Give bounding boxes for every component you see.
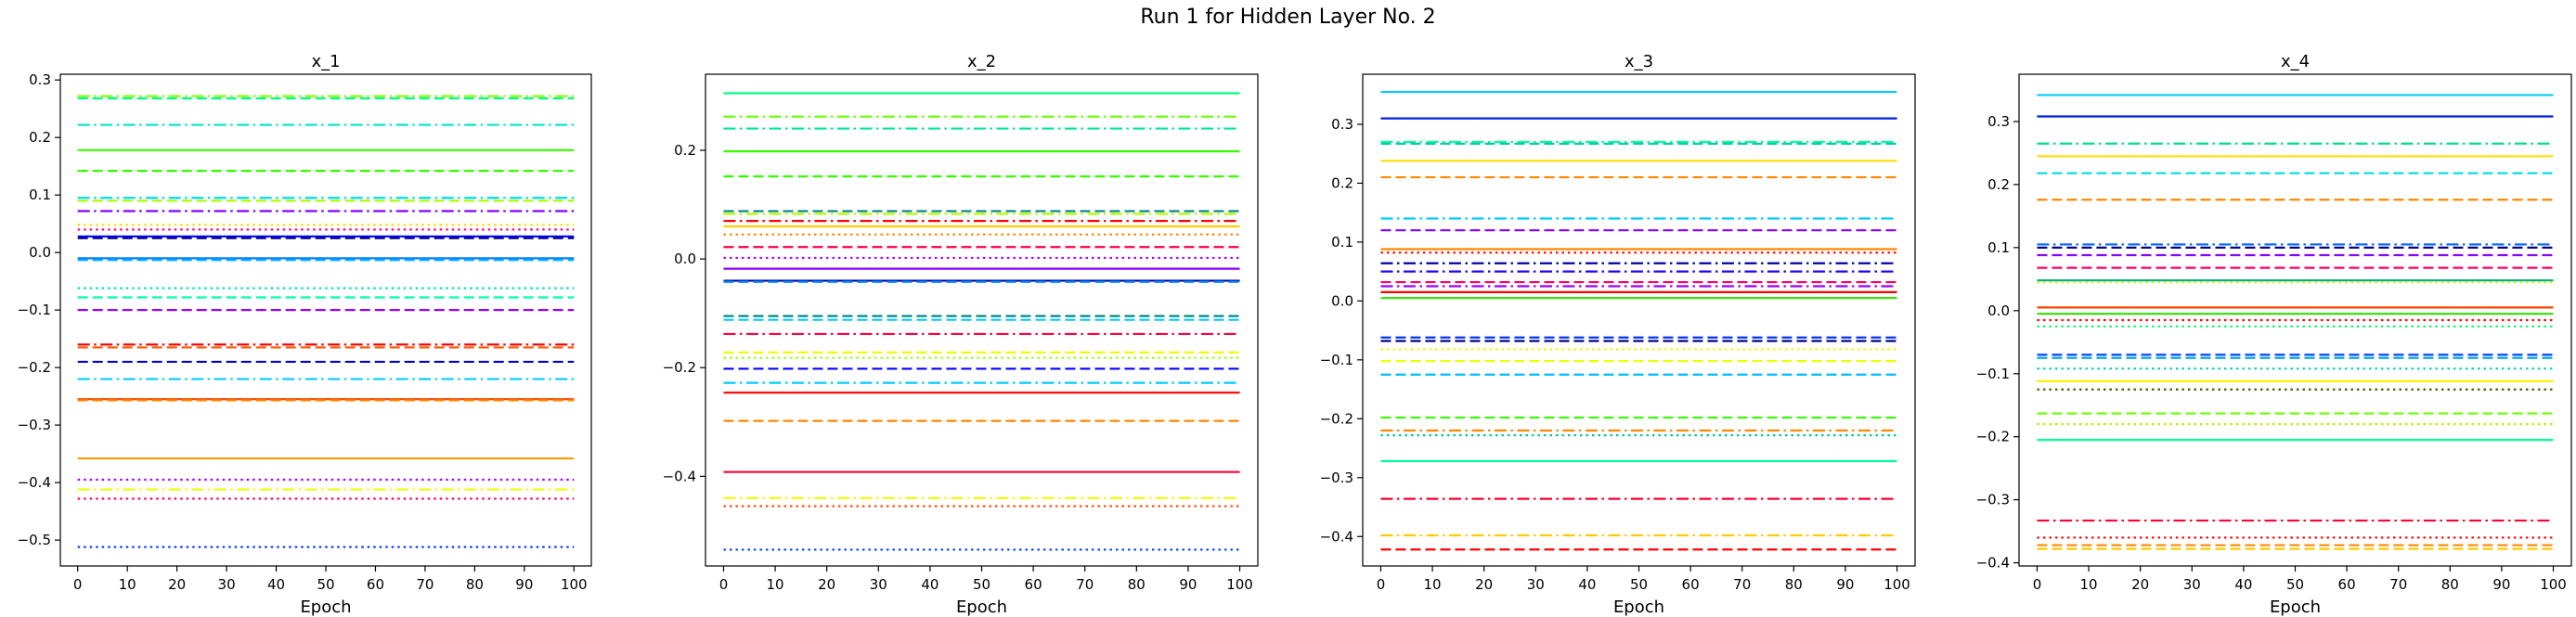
chart-title: x_3 (1625, 52, 1653, 71)
x-tick-label: 90 (1836, 576, 1854, 593)
x-tick-label: 60 (1025, 576, 1042, 593)
y-tick-label: −0.2 (18, 359, 51, 376)
x-tick-label: 40 (2234, 576, 2252, 593)
x-tick-label: 0 (1377, 576, 1386, 593)
x-tick-label: 80 (1128, 576, 1146, 593)
chart-title: x_1 (311, 52, 340, 71)
y-tick-label: −0.2 (1320, 410, 1353, 427)
figure-title: Run 1 for Hidden Layer No. 2 (1140, 6, 1436, 29)
y-tick-label: −0.3 (18, 417, 51, 433)
x-tick-label: 50 (973, 576, 990, 593)
x-tick-label: 10 (119, 576, 136, 593)
x-tick-label: 20 (168, 576, 186, 593)
y-tick-label: 0.1 (1331, 234, 1353, 251)
x-tick-label: 60 (1682, 576, 1700, 593)
x-tick-label: 100 (561, 576, 588, 593)
x-tick-label: 80 (466, 576, 484, 593)
x-tick-label: 50 (317, 576, 334, 593)
y-tick-label: 0.3 (1331, 116, 1353, 133)
x-axis-label: Epoch (1613, 598, 1664, 617)
x-tick-label: 60 (367, 576, 384, 593)
x-tick-label: 20 (818, 576, 835, 593)
x-tick-label: 70 (1076, 576, 1094, 593)
x-axis-label: Epoch (956, 598, 1007, 617)
x-tick-label: 0 (73, 576, 83, 593)
y-tick-label: 0.2 (674, 142, 696, 159)
plot-frame (2018, 73, 2572, 567)
x-tick-label: 40 (921, 576, 938, 593)
y-tick-label: −0.1 (1320, 352, 1353, 368)
y-tick-label: −0.5 (18, 532, 51, 548)
chart-title: x_2 (967, 52, 996, 71)
y-tick-label: 0.0 (1331, 292, 1353, 309)
x-tick-label: 50 (1630, 576, 1648, 593)
x-tick-label: 20 (1475, 576, 1493, 593)
x-tick-label: 0 (719, 576, 729, 593)
y-tick-label: −0.1 (18, 302, 51, 318)
x-tick-label: 70 (2389, 576, 2407, 593)
plot-frame (59, 73, 592, 567)
x-axis-label: Epoch (300, 598, 351, 617)
x-tick-label: 20 (2131, 576, 2149, 593)
x-tick-label: 100 (1226, 576, 1253, 593)
y-tick-label: −0.4 (1320, 528, 1353, 545)
x-tick-label: 90 (515, 576, 533, 593)
x-axis-label: Epoch (2270, 598, 2321, 617)
chart-panel-3: 0 10 20 30 40 50 60 70 80 90 100 −0.4 −0.3 −0.2 −0.1 0.… (1320, 52, 1916, 617)
x-tick-label: 30 (2183, 576, 2201, 593)
x-tick-label: 60 (2338, 576, 2356, 593)
plot-frame (1362, 73, 1916, 567)
x-tick-label: 50 (2286, 576, 2304, 593)
y-tick-label: 0.2 (1331, 174, 1353, 191)
x-tick-label: 80 (2441, 576, 2459, 593)
y-tick-label: 0.0 (674, 251, 696, 267)
y-tick-label: −0.4 (18, 474, 51, 491)
x-tick-label: 70 (416, 576, 434, 593)
x-tick-label: 40 (267, 576, 285, 593)
y-tick-label: 0.1 (1987, 239, 2010, 256)
y-tick-label: 0.3 (1987, 113, 2010, 130)
x-tick-label: 10 (1424, 576, 1442, 593)
chart-title: x_4 (2281, 52, 2310, 71)
y-tick-label: −0.4 (663, 468, 696, 484)
x-tick-label: 70 (1733, 576, 1751, 593)
y-tick-label: 0.0 (1987, 302, 2010, 319)
y-tick-label: −0.2 (663, 359, 696, 376)
y-tick-label: 0.1 (29, 186, 51, 203)
y-tick-label: −0.3 (1976, 492, 2010, 508)
x-tick-label: 90 (1179, 576, 1197, 593)
x-tick-label: 30 (1527, 576, 1545, 593)
y-tick-label: −0.4 (1976, 555, 2010, 572)
y-tick-label: 0.2 (29, 129, 51, 146)
y-tick-label: 0.0 (29, 244, 51, 261)
chart-panel-1: 0 10 20 30 40 50 60 70 80 90 100 −0.5 −0.4 −0.3 −0.2 −0… (18, 52, 592, 617)
chart-panel-4: 0 10 20 30 40 50 60 70 80 90 100 −0.4 −0.3 −0.2 −0.1 0.… (1976, 52, 2572, 617)
y-tick-label: −0.1 (1976, 366, 2010, 382)
x-tick-label: 0 (2033, 576, 2042, 593)
x-tick-label: 10 (2080, 576, 2098, 593)
x-tick-label: 80 (1785, 576, 1803, 593)
y-tick-label: 0.3 (29, 71, 51, 88)
x-tick-label: 100 (1883, 576, 1910, 593)
x-tick-label: 100 (2540, 576, 2567, 593)
x-tick-label: 30 (870, 576, 887, 593)
x-tick-label: 30 (218, 576, 236, 593)
chart-panel-2: 0 10 20 30 40 50 60 70 80 90 100 −0.4 −0.2 0.0 0.2 x_2 E… (663, 52, 1259, 617)
x-tick-label: 10 (767, 576, 784, 593)
y-tick-label: −0.3 (1320, 469, 1353, 486)
y-tick-label: 0.2 (1987, 176, 2010, 193)
x-tick-label: 90 (2492, 576, 2510, 593)
x-tick-label: 40 (1578, 576, 1596, 593)
y-tick-label: −0.2 (1976, 429, 2010, 445)
